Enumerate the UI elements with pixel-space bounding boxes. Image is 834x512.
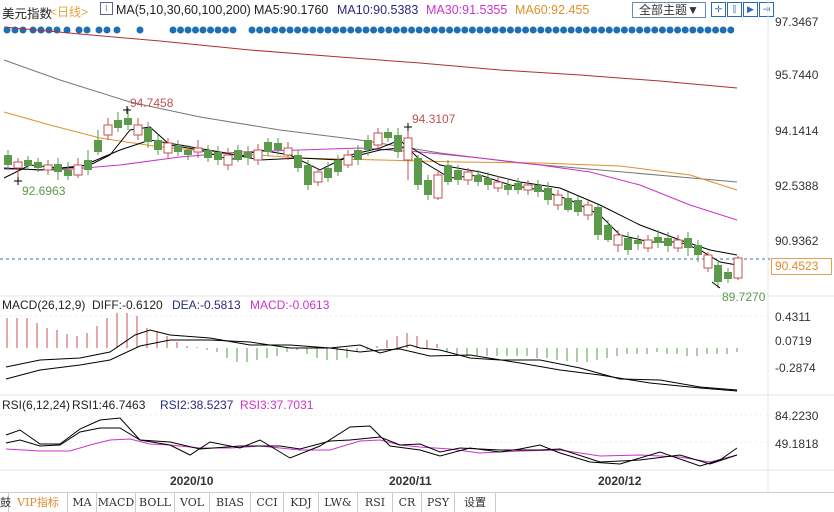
instrument-title: 美元指数 <box>2 7 53 21</box>
ma-params-label: MA(5,10,30,60,100,200) <box>116 3 251 17</box>
rsi-tick: 84.2230 <box>775 409 819 423</box>
y-tick: 97.3467 <box>775 15 819 29</box>
ma60-value: MA60:92.455 <box>515 3 590 17</box>
y-tick: 94.1414 <box>775 124 819 138</box>
chart-header: 美元指数 <日线> ⌇ MA(5,10,30,60,100,200) MA5:9… <box>0 0 834 21</box>
tab-ma[interactable]: MA <box>68 493 97 512</box>
ma5-value: MA5:90.1760 <box>254 3 329 17</box>
tab-bias[interactable]: BIAS <box>210 493 251 512</box>
exit-icon[interactable]: ⇥ <box>759 2 774 17</box>
crosshair-icon[interactable]: ✛ <box>711 2 726 17</box>
tab-kdj[interactable]: KDJ <box>284 493 319 512</box>
macd-tick: 0.4311 <box>775 310 811 324</box>
y-tick: 95.7440 <box>775 68 819 82</box>
y-tick: 90.9362 <box>775 234 819 248</box>
rsi-params: RSI(6,12,24) <box>2 398 71 412</box>
indicator-tabs: 鼓 VIP指标 MA MACD BOLL VOL BIAS CCI KDJ LW… <box>0 492 834 512</box>
low-label-sep: 92.6963 <box>22 184 66 198</box>
range-icon[interactable]: ⫿ <box>727 2 742 17</box>
high-label-nov: 94.3107 <box>412 112 456 126</box>
play-icon[interactable]: ▶ <box>743 2 758 17</box>
tab-cci[interactable]: CCI <box>251 493 284 512</box>
tab-psy[interactable]: PSY <box>422 493 455 512</box>
macd-params: MACD(26,12,9) <box>2 298 86 312</box>
tab-vol[interactable]: VOL <box>175 493 210 512</box>
tab-lw[interactable]: LW& <box>319 493 358 512</box>
macd-dea: DEA:-0.5813 <box>172 298 241 312</box>
rsi-tick: 49.1818 <box>775 437 819 451</box>
low-label-dec: 89.7270 <box>722 290 766 304</box>
macd-tick: -0.2874 <box>775 361 816 375</box>
tab-cr[interactable]: CR <box>393 493 422 512</box>
y-tick: 92.5388 <box>775 179 819 193</box>
theme-dropdown[interactable]: 全部主题▼ <box>632 2 706 18</box>
x-label-oct: 2020/10 <box>170 474 214 488</box>
tab-vip[interactable]: VIP指标 <box>9 493 68 512</box>
ma-settings-icon[interactable]: ⌇ <box>100 2 113 15</box>
period-selector[interactable]: <日线> <box>50 5 89 19</box>
tab-boll[interactable]: BOLL <box>136 493 175 512</box>
macd-tick: 0.0719 <box>775 334 812 348</box>
tab-prev[interactable]: 鼓 <box>0 493 11 512</box>
macd-diff: DIFF:-0.6120 <box>92 298 163 312</box>
rsi3-value: RSI3:37.7031 <box>240 398 314 412</box>
high-label-oct: 94.7458 <box>130 96 174 110</box>
rsi1-value: RSI1:46.7463 <box>72 398 146 412</box>
tab-rsi[interactable]: RSI <box>358 493 393 512</box>
signal-dots <box>3 26 144 34</box>
ma30-value: MA30:91.5355 <box>426 3 508 17</box>
x-label-dec: 2020/12 <box>598 474 642 488</box>
current-price-box: 90.4523 <box>771 258 832 275</box>
rsi2-value: RSI2:38.5237 <box>160 398 234 412</box>
tab-settings[interactable]: 设置 <box>455 493 496 512</box>
tab-macd[interactable]: MACD <box>97 493 136 512</box>
macd-value: MACD:-0.0613 <box>250 298 330 312</box>
ma10-value: MA10:90.5383 <box>337 3 419 17</box>
x-label-nov: 2020/11 <box>389 474 432 488</box>
